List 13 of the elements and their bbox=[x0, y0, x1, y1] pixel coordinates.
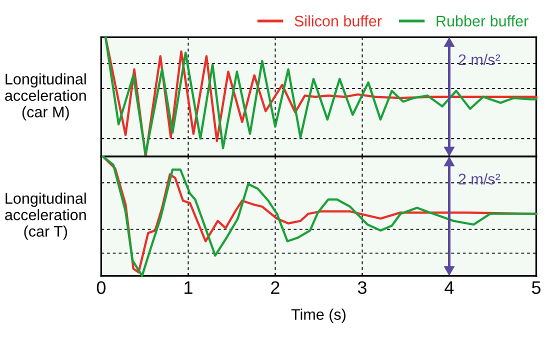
legend-label: Silicon buffer bbox=[294, 15, 382, 27]
x-tick-label: 5 bbox=[532, 281, 541, 294]
y-axis-title: Longitudinal acceleration (car M) bbox=[5, 73, 86, 120]
x-axis-title: Time (s) bbox=[291, 308, 346, 323]
x-tick-label: 1 bbox=[184, 281, 192, 294]
y-axis-title: Longitudinal acceleration (car T) bbox=[5, 192, 86, 240]
x-tick-label: 2 bbox=[271, 281, 280, 294]
x-tick-label: 0 bbox=[96, 281, 106, 294]
ref-line-label: 2 m/s² bbox=[458, 54, 500, 66]
x-tick-label: 3 bbox=[358, 281, 366, 294]
x-tick-label: 4 bbox=[444, 281, 454, 294]
ref-line-label: 2 m/s² bbox=[458, 173, 500, 184]
legend-label: Rubber buffer bbox=[436, 15, 528, 27]
